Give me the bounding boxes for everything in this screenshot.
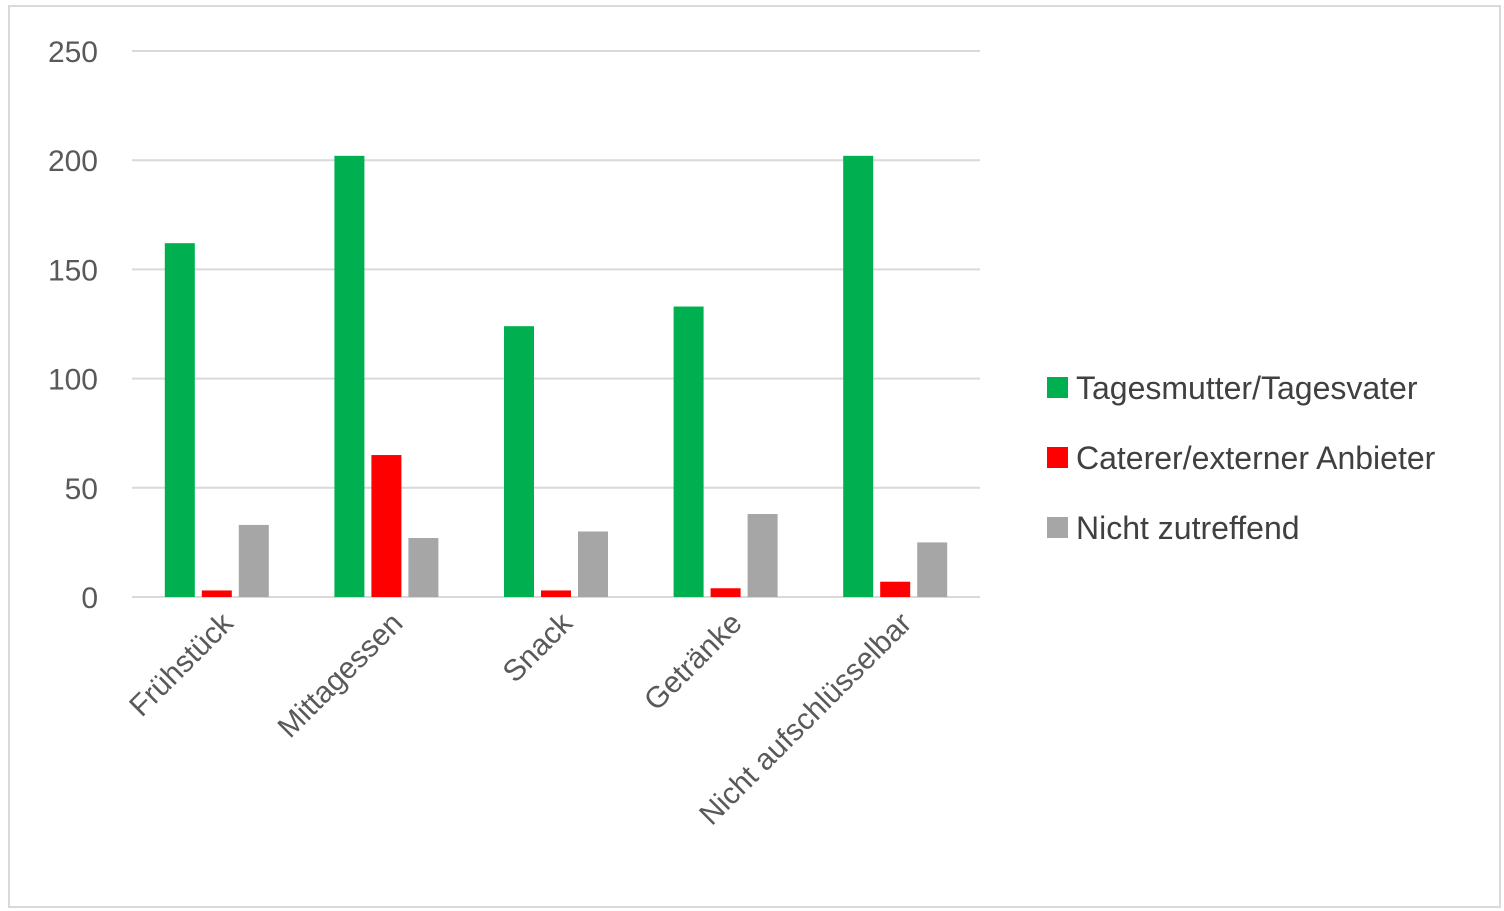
legend-label: Nicht zutreffend (1076, 510, 1300, 546)
bar-1-3 (504, 326, 534, 597)
chart-frame (8, 5, 1501, 908)
bar-2-2 (371, 455, 402, 597)
bar-2-4 (710, 588, 741, 597)
category-label: Mittagessen (272, 607, 410, 745)
y-tick-label: 50 (65, 473, 98, 506)
bar-3-4 (747, 514, 778, 597)
bar-2-1 (201, 590, 232, 597)
category-label: Frühstück (123, 606, 240, 723)
bar-3-3 (578, 531, 608, 597)
y-axis-ticks: 0 50 100 150 200 250 (48, 36, 98, 615)
bar-3-5 (917, 542, 948, 597)
bar-1-2 (334, 155, 365, 597)
y-tick-label: 250 (48, 36, 98, 69)
legend-label: Caterer/externer Anbieter (1076, 440, 1436, 476)
legend-label: Tagesmutter/Tagesvater (1076, 370, 1418, 406)
bar-1-1 (164, 243, 195, 597)
legend-swatch (1047, 447, 1068, 468)
legend: Tagesmutter/Tagesvater Caterer/externer A… (1047, 370, 1436, 546)
legend-swatch (1047, 377, 1068, 398)
category-label: Getränke (638, 607, 749, 718)
y-tick-label: 200 (48, 145, 98, 178)
bar-1-4 (673, 306, 704, 597)
y-tick-label: 100 (48, 364, 98, 397)
bar-2-3 (541, 590, 571, 597)
y-tick-label: 150 (48, 254, 98, 287)
bars (164, 155, 948, 597)
y-tick-label: 0 (81, 582, 98, 615)
bar-3-1 (238, 524, 269, 597)
bar-1-5 (843, 155, 874, 597)
category-label: Snack (497, 606, 580, 689)
bar-3-2 (408, 538, 439, 597)
gridlines (132, 50, 980, 598)
legend-swatch (1047, 517, 1068, 538)
bar-2-5 (880, 581, 911, 597)
